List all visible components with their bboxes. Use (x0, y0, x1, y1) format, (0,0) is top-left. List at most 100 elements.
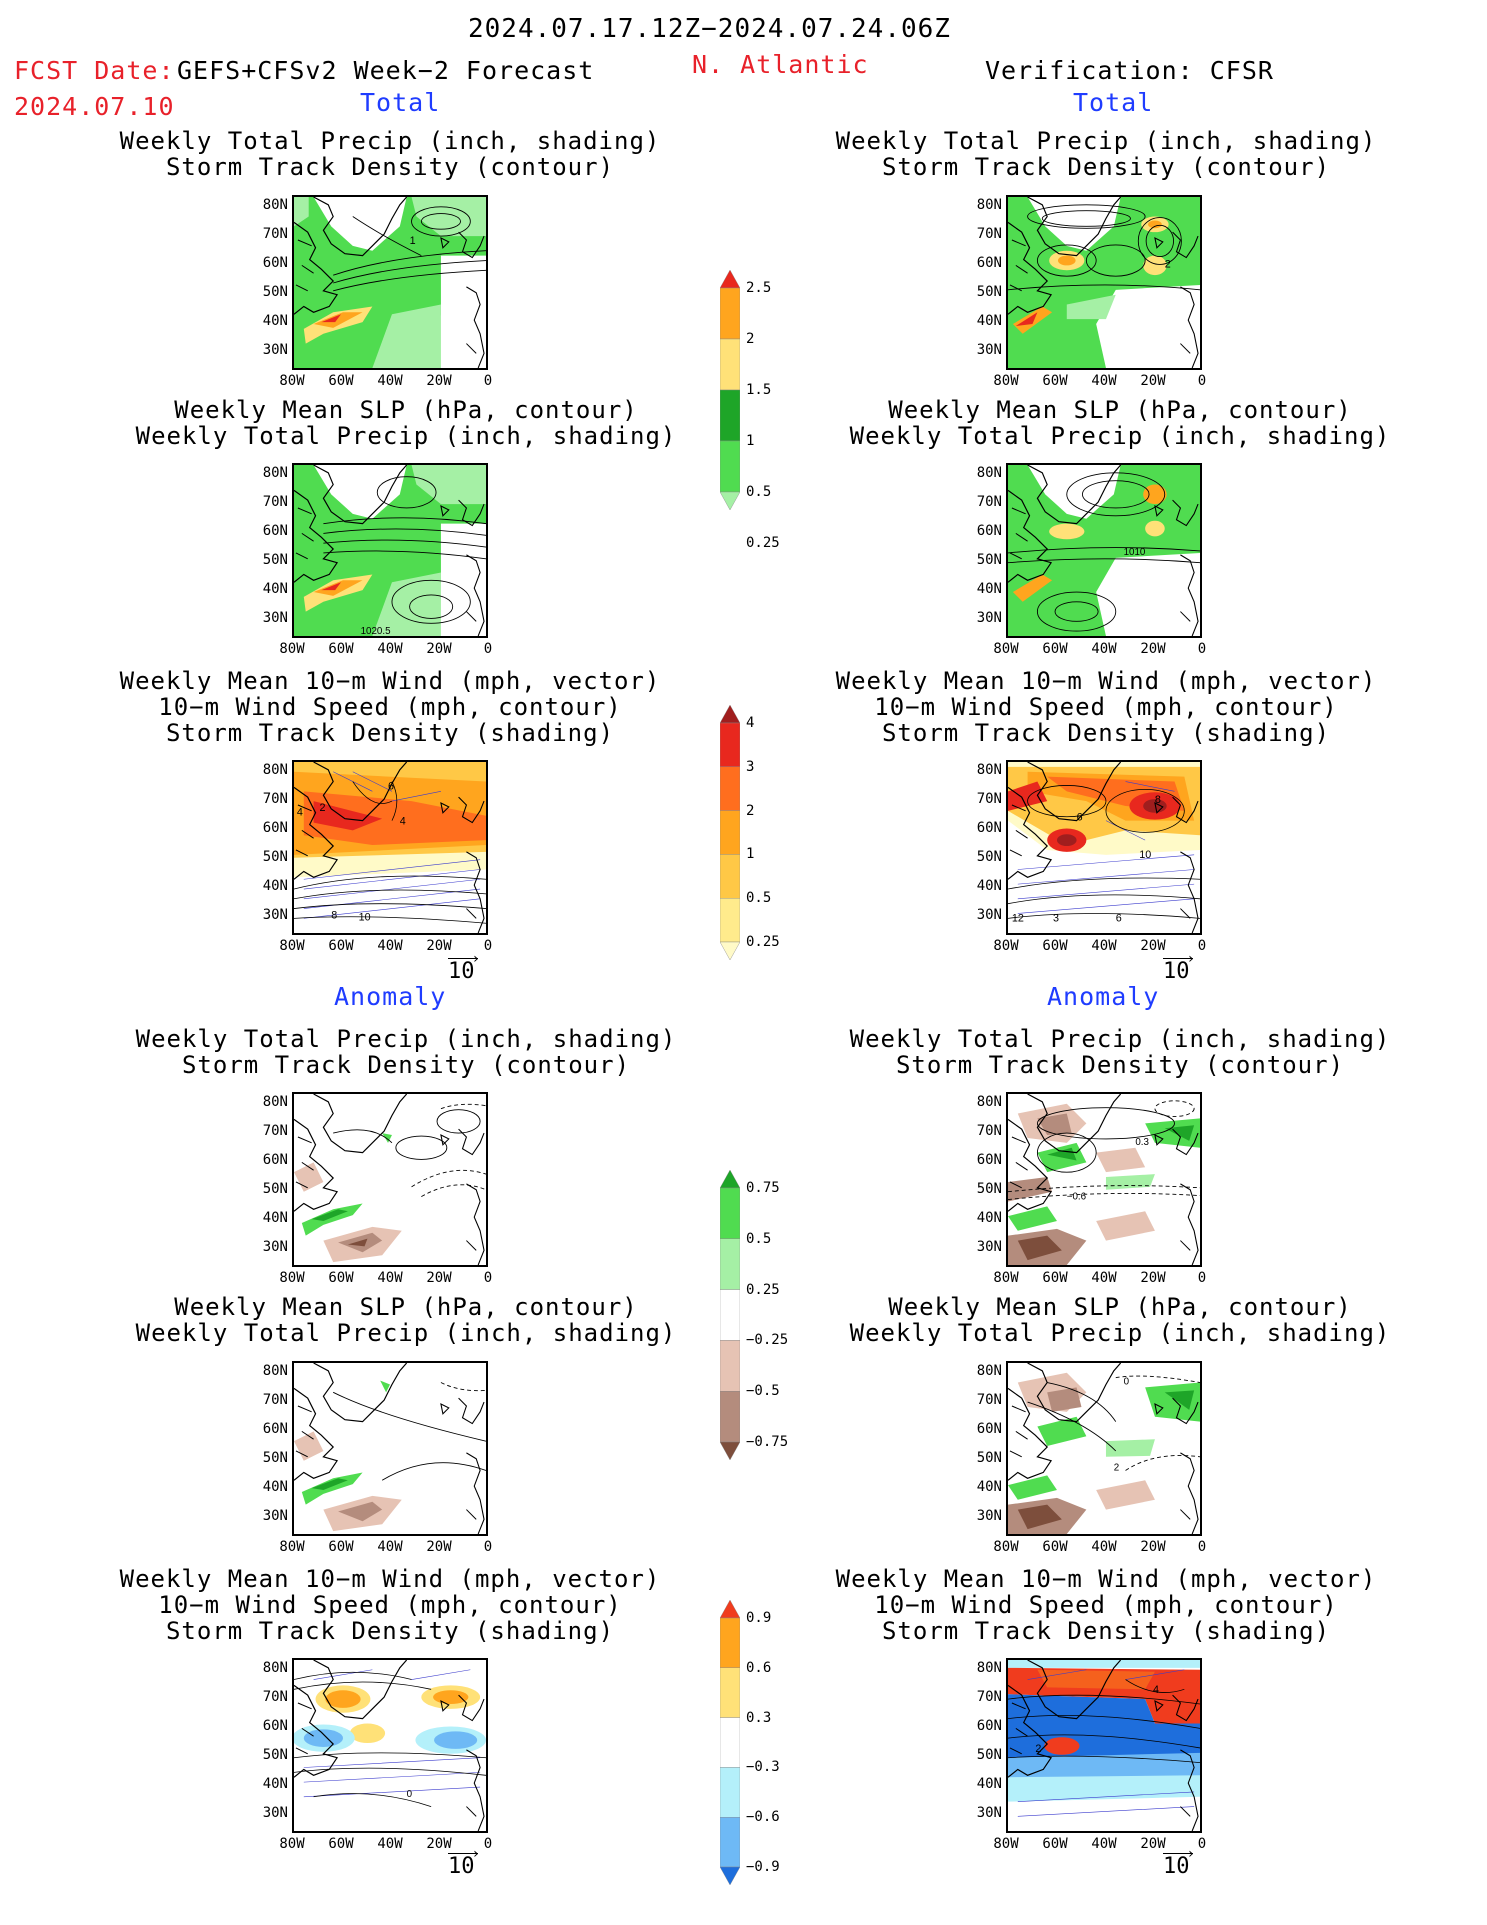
fcst-model-label: GEFS+CFSv2 Week−2 Forecast (177, 56, 595, 85)
colorbar-label: 2 (746, 331, 755, 347)
lat-tick-label: 60N (976, 1152, 1002, 1168)
lat-tick-label: 30N (976, 1239, 1002, 1255)
contour-label: 4 (400, 816, 406, 828)
lon-tick-label: 0 (483, 1836, 493, 1852)
colorbar-label: 0.6 (746, 1659, 772, 1676)
colorbar-graphic (720, 1600, 740, 1885)
lat-tick-label: 50N (262, 1181, 288, 1197)
lon-tick-label: 0 (483, 1270, 493, 1286)
map-r2-slp-precip: 1010 (1006, 463, 1202, 638)
map-l2-slp-precip: 1020.5 (292, 463, 488, 638)
lon-tick-label: 20W (426, 1539, 452, 1555)
lat-tick-label: 60N (976, 523, 1002, 539)
map-l1-precip-storm: 1 (292, 195, 488, 370)
lat-tick-label: 60N (262, 1421, 288, 1437)
panel-title-l3: Weekly Mean 10−m Wind (mph, vector) 10−m … (119, 667, 661, 747)
contour-label: 1010 (1124, 547, 1146, 558)
lat-tick-label: 80N (976, 465, 1002, 481)
colorbar-label: 0.5 (746, 484, 772, 500)
lon-tick-label: 80W (993, 938, 1019, 954)
panel-title-r5: Weekly Mean SLP (hPa, contour) Weekly Tot… (849, 1293, 1391, 1347)
lat-tick-label: 50N (976, 1181, 1002, 1197)
colorbar-swatch (720, 1600, 740, 1619)
lat-tick-label: 80N (262, 1660, 288, 1676)
contour-label: 0.3 (1135, 1137, 1149, 1148)
map-l5-slp-precip-anom (292, 1361, 488, 1536)
lat-tick-label: 50N (262, 1450, 288, 1466)
lon-tick-label: 80W (993, 641, 1019, 657)
lon-tick-label: 20W (426, 938, 452, 954)
lon-tick-label: 60W (1042, 1836, 1068, 1852)
lon-tick-label: 40W (1091, 1539, 1117, 1555)
contour-label: 0 (407, 1789, 413, 1800)
lat-tick-label: 40N (262, 1479, 288, 1495)
lat-tick-label: 50N (262, 849, 288, 865)
lat-tick-label: 40N (262, 581, 288, 597)
colorbar-swatch (720, 1667, 740, 1718)
lon-tick-label: 80W (279, 1539, 305, 1555)
lat-tick-label: 50N (262, 284, 288, 300)
colorbar-swatch (720, 338, 740, 391)
lat-tick-label: 70N (976, 226, 1002, 242)
colorbar-swatch (720, 270, 740, 289)
region-label: N. Atlantic (692, 50, 869, 79)
colorbar-label: 3 (746, 758, 755, 775)
panel-title-r2: Weekly Mean SLP (hPa, contour) Weekly Tot… (849, 396, 1391, 450)
panel-title-l5: Weekly Mean SLP (hPa, contour) Weekly Tot… (135, 1293, 677, 1347)
colorbar-label: 0.9 (746, 1610, 772, 1626)
lat-tick-label: 40N (262, 1776, 288, 1792)
lon-tick-label: 0 (483, 938, 493, 954)
lat-tick-label: 80N (976, 1660, 1002, 1676)
lon-tick-label: 0 (1197, 1270, 1207, 1286)
lon-tick-label: 80W (993, 1539, 1019, 1555)
colorbar-label: 0.75 (746, 1180, 780, 1196)
lat-tick-label: 50N (976, 1747, 1002, 1763)
lat-tick-label: 70N (262, 226, 288, 242)
colorbar-swatch (720, 1340, 740, 1392)
lat-tick-label: 70N (976, 791, 1002, 807)
lat-tick-label: 50N (976, 849, 1002, 865)
panel-title-r4: Weekly Total Precip (inch, shading) Storm… (849, 1025, 1391, 1079)
colorbar-label: 1.5 (746, 382, 772, 398)
colorbar-swatch (720, 897, 740, 943)
contour-label: 2 (1114, 1462, 1119, 1473)
section-total-left: Total (360, 88, 441, 117)
lon-tick-label: 20W (1140, 1836, 1166, 1852)
colorbar-swatch (720, 1617, 740, 1668)
map-r4-precip-storm-anom: 0.3 −0.6 (1006, 1092, 1202, 1267)
lon-tick-label: 0 (1197, 373, 1207, 389)
lon-tick-label: 0 (1197, 1836, 1207, 1852)
lon-tick-label: 0 (483, 641, 493, 657)
colorbar-label: 0.5 (746, 890, 772, 907)
vector-reference-l6: › 10 (448, 1846, 480, 1879)
lon-tick-label: 40W (377, 1539, 403, 1555)
panel-title-r1: Weekly Total Precip (inch, shading) Storm… (835, 127, 1377, 181)
lon-tick-label: 60W (1042, 938, 1068, 954)
contour-label: 4 (1153, 1684, 1159, 1696)
lat-tick-label: 70N (976, 1689, 1002, 1705)
colorbar-swatch (720, 1441, 740, 1460)
lat-tick-label: 70N (976, 1123, 1002, 1139)
lon-tick-label: 20W (426, 641, 452, 657)
colorbar-swatch (720, 810, 740, 855)
lat-tick-label: 60N (976, 255, 1002, 271)
lon-tick-label: 80W (279, 938, 305, 954)
lat-tick-label: 80N (262, 1363, 288, 1379)
lat-tick-label: 40N (262, 878, 288, 894)
lon-tick-label: 80W (279, 1270, 305, 1286)
panel-title-l4: Weekly Total Precip (inch, shading) Storm… (135, 1025, 677, 1079)
lon-tick-label: 20W (1140, 641, 1166, 657)
vector-reference-r3: › 10 (1163, 951, 1195, 984)
colorbar-swatch (720, 1187, 740, 1239)
lon-tick-label: 20W (1140, 1270, 1166, 1286)
lat-tick-label: 30N (262, 610, 288, 626)
colorbar-label: −0.6 (746, 1809, 780, 1826)
colorbar-label: 0.25 (746, 934, 780, 950)
contour-label: 8 (1155, 794, 1161, 806)
colorbar-swatch (720, 1866, 740, 1885)
lon-tick-label: 60W (328, 1539, 354, 1555)
contour-label: 6 (1077, 812, 1083, 824)
lat-tick-label: 50N (976, 284, 1002, 300)
colorbar-swatch (720, 287, 740, 340)
lon-tick-label: 40W (377, 641, 403, 657)
